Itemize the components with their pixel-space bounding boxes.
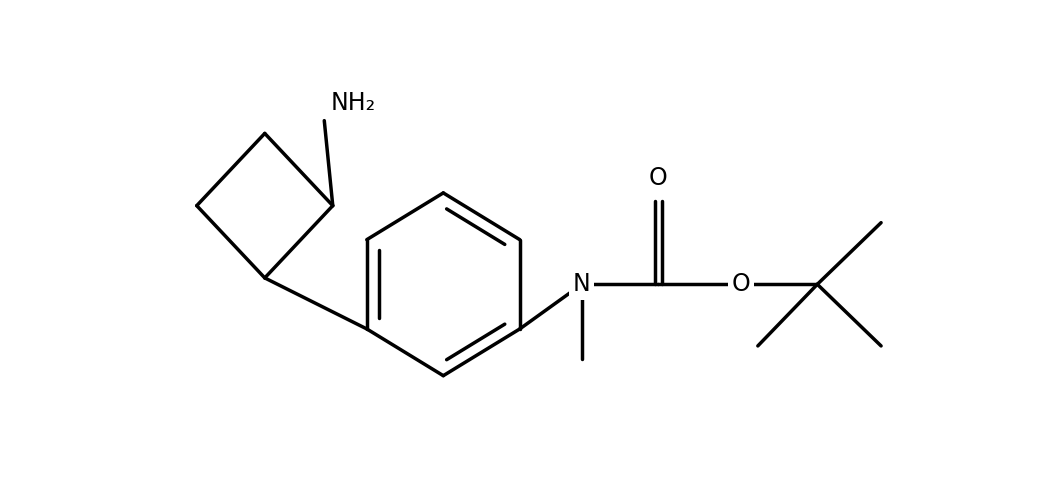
Text: O: O xyxy=(649,166,668,190)
Text: NH₂: NH₂ xyxy=(330,91,376,114)
Text: O: O xyxy=(731,272,750,296)
Text: N: N xyxy=(573,272,591,296)
